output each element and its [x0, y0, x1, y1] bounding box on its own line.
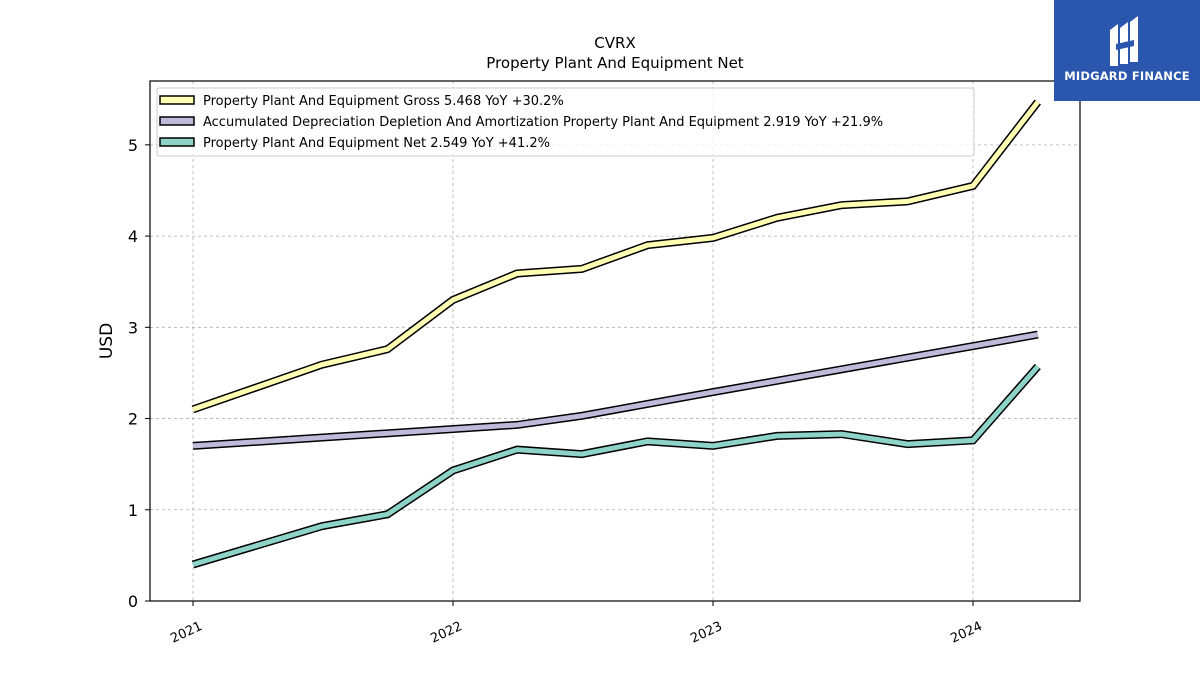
logo-mark-icon — [1110, 16, 1138, 66]
y-axis: 0 1 2 3 4 5 — [128, 136, 150, 611]
series-outline — [192, 330, 1039, 450]
chart-title: CVRX — [594, 34, 635, 52]
legend-swatch — [159, 95, 195, 105]
series-outline — [191, 363, 1041, 569]
y-tick-label: 0 — [128, 592, 138, 611]
series-line-0 — [192, 100, 1040, 412]
series-line-1 — [192, 332, 1039, 449]
legend-entry: Property Plant And Equipment Gross 5.468… — [203, 94, 564, 109]
x-tick-label: 2022 — [428, 619, 464, 647]
y-axis-label: USD — [97, 323, 117, 359]
series-line-2 — [192, 364, 1040, 567]
x-tick-label: 2024 — [948, 619, 984, 647]
legend-swatch — [159, 116, 195, 126]
y-tick-label: 1 — [128, 501, 138, 520]
logo-text: MIDGARD FINANCE — [1064, 69, 1190, 83]
x-axis: 2021 2022 2023 2024 — [168, 601, 985, 647]
legend-entry: Accumulated Depreciation Depletion And A… — [203, 115, 883, 130]
legend-entry: Property Plant And Equipment Net 2.549 Y… — [203, 136, 550, 151]
y-tick-label: 2 — [128, 410, 138, 429]
chart-subtitle: Property Plant And Equipment Net — [486, 54, 743, 72]
legend-swatch — [159, 137, 195, 147]
x-tick-label: 2021 — [168, 619, 204, 647]
grid — [150, 81, 1080, 601]
series-lines — [191, 99, 1041, 569]
brand-logo: MIDGARD FINANCE — [1054, 0, 1200, 101]
legend: Property Plant And Equipment Gross 5.468… — [156, 87, 975, 157]
y-tick-label: 3 — [128, 318, 138, 337]
y-tick-label: 5 — [128, 136, 138, 155]
x-tick-label: 2023 — [688, 619, 724, 647]
plot-frame — [149, 80, 1081, 602]
y-tick-label: 4 — [128, 227, 138, 246]
legend-box — [156, 87, 975, 157]
